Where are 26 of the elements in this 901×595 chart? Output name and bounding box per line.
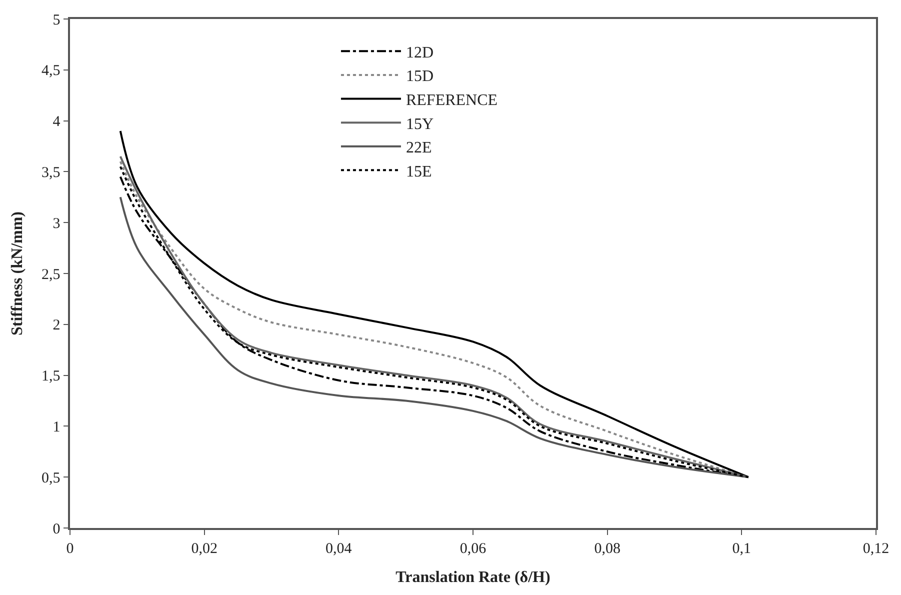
x-tick-label: 0,12: [862, 540, 890, 557]
legend-label: 15D: [406, 68, 434, 86]
x-axis-title: Translation Rate (δ/H): [396, 568, 550, 586]
x-tick-label: 0,08: [594, 540, 620, 557]
y-tick-label: 3,5: [42, 164, 60, 181]
legend-label: 22E: [406, 140, 432, 157]
y-tick-label: 1,5: [42, 368, 60, 385]
x-tick-label: 0,04: [326, 540, 352, 557]
y-axis-title: Stiffness (kN/mm): [8, 212, 26, 336]
x-tick-label: 0,06: [460, 540, 487, 557]
y-tick-label: 2,5: [42, 266, 60, 283]
x-tick-label: 0: [66, 540, 74, 557]
y-tick-label: 3: [52, 216, 60, 232]
y-tick-label: 1: [52, 419, 60, 436]
y-tick-label: 5: [52, 12, 60, 28]
legend-label: 15E: [406, 163, 432, 180]
x-tick-label: 0,1: [732, 540, 752, 557]
legend-label: 15Y: [406, 116, 434, 133]
legend-label: REFERENCE: [406, 92, 498, 110]
y-tick-label: 4,5: [42, 63, 60, 80]
y-tick-label: 4: [52, 114, 61, 130]
legend-label: 12D: [406, 44, 434, 62]
x-tick-label: 0,02: [191, 540, 218, 557]
y-tick-label: 0,5: [42, 470, 60, 486]
y-tick-label: 0: [52, 521, 60, 538]
y-tick-label: 2: [52, 318, 60, 334]
